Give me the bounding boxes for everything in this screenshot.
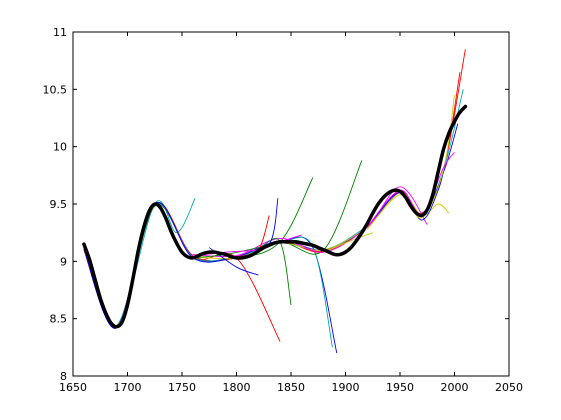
main-series-layer: [82, 104, 468, 329]
x-tick-label: 1800: [223, 381, 251, 394]
tick-layer: 1650 1700 1750 1800 1850 1900 1950 2000 2050 8 8.5…: [43, 26, 524, 394]
x-tick-label: 2000: [441, 381, 469, 394]
y-tick-label: 11: [53, 26, 67, 39]
x-tick-label: 1650: [59, 381, 87, 394]
main-series-line: [82, 104, 468, 329]
y-tick-label: 10: [53, 141, 67, 154]
x-tick-label: 1700: [114, 381, 142, 394]
y-tick-label: 9.5: [50, 198, 68, 211]
y-tick-label: 9: [60, 255, 67, 268]
y-tick-label: 8: [60, 370, 67, 383]
x-tick-label: 1750: [168, 381, 196, 394]
series-line-13: [192, 237, 292, 305]
series-line-18: [323, 232, 373, 253]
y-tick-label: 8.5: [50, 313, 68, 326]
series-line-20: [366, 95, 455, 230]
x-tick-label: 2050: [495, 381, 523, 394]
x-tick-label: 1900: [332, 381, 360, 394]
x-tick-label: 1850: [277, 381, 305, 394]
y-tick-label: 10.5: [43, 83, 68, 96]
series-line-19: [366, 160, 447, 228]
x-tick-label: 1950: [386, 381, 414, 394]
